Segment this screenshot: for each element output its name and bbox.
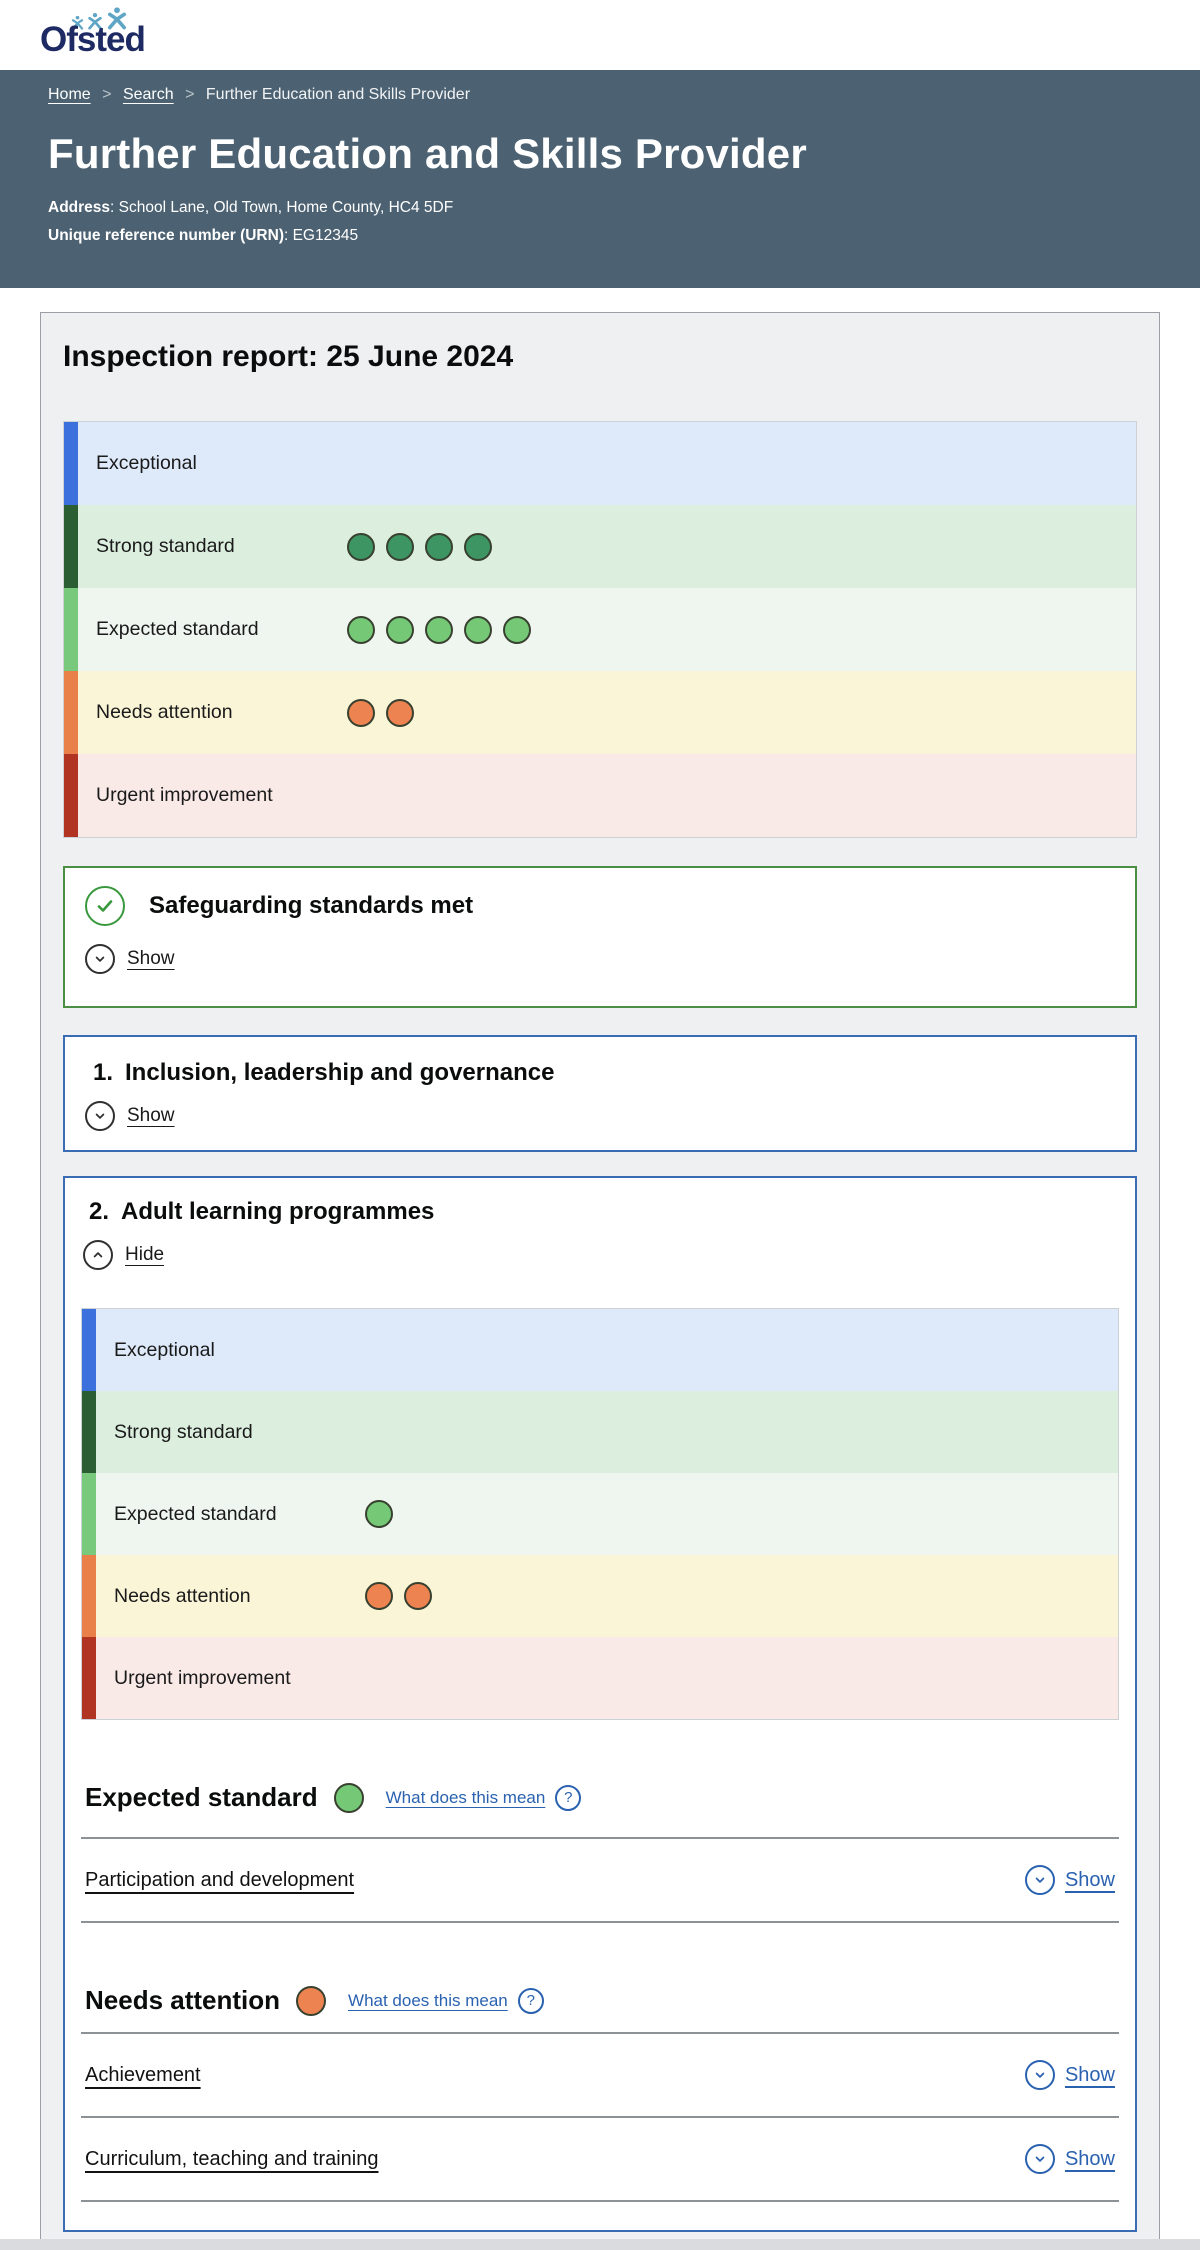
rating-label: Urgent improvement [96, 784, 273, 806]
rating-row-exceptional: Exceptional [64, 422, 1136, 505]
section-number: 2. [89, 1198, 110, 1225]
judgement-link-curriculum[interactable]: Curriculum, teaching and training [85, 2147, 379, 2170]
report-heading: Inspection report: 25 June 2024 [63, 340, 514, 373]
breadcrumb-separator: > [102, 86, 112, 103]
breadcrumb-current: Further Education and Skills Provider [205, 86, 471, 103]
grade-name: Needs attention [85, 1985, 281, 2015]
urn-line: Unique reference number (URN): EG12345 [48, 227, 1200, 245]
rating-row-strong-standard: Strong standard [64, 505, 1136, 588]
question-mark-icon: ? [555, 1784, 582, 1811]
rating-row-needs-attention: Needs attention [64, 671, 1136, 754]
judgement-link-participation[interactable]: Participation and development [85, 1868, 355, 1891]
what-does-this-mean-link[interactable]: What does this mean ? [348, 1987, 544, 2014]
section-2-rating-scale: Exceptional Strong standard Expected sta… [81, 1308, 1119, 1720]
rating-label: Strong standard [114, 1420, 253, 1443]
grade-name: Expected standard [85, 1782, 318, 1812]
what-does-this-mean-link[interactable]: What does this mean ? [385, 1784, 582, 1811]
rating-row-needs-attention: Needs attention [82, 1555, 1118, 1637]
check-circle-icon [85, 886, 125, 926]
safeguarding-title-row: Safeguarding standards met [85, 886, 1115, 926]
section-2-title-row: 2. Adult learning programmes [89, 1198, 1119, 1226]
rating-row-strong-standard: Strong standard [82, 1391, 1118, 1473]
section-title: Adult learning programmes [121, 1198, 435, 1225]
question-mark-icon: ? [517, 1987, 544, 2014]
chevron-down-icon [85, 1101, 115, 1131]
rating-label: Needs attention [114, 1584, 251, 1607]
toggle-label: Show [1064, 1868, 1115, 1891]
rating-dots [347, 615, 531, 644]
overall-rating-scale: Exceptional Strong standard Expected sta… [63, 421, 1137, 838]
rating-label: Exceptional [96, 452, 197, 474]
rating-label: Exceptional [114, 1338, 215, 1361]
section-number: 1. [93, 1059, 114, 1086]
ofsted-logo-text: Ofsted [40, 20, 146, 59]
grade-heading-needs-attention: Needs attention What does this mean ? [85, 1985, 1115, 2016]
breadcrumb: Home > Search > Further Education and Sk… [48, 86, 1200, 104]
help-link-label: What does this mean [348, 1990, 508, 2010]
viewport-bottom-strip [0, 2239, 1200, 2250]
safeguarding-title: Safeguarding standards met [149, 892, 474, 919]
section-2-box: 2. Adult learning programmes Hide Except… [63, 1176, 1137, 2232]
address-value: : School Lane, Old Town, Home County, HC… [110, 199, 454, 216]
chevron-up-icon [83, 1240, 113, 1270]
rating-row-expected-standard: Expected standard [82, 1473, 1118, 1555]
chevron-down-icon [1024, 1865, 1055, 1895]
urn-label: Unique reference number (URN) [48, 227, 284, 244]
section-title: Inclusion, leadership and governance [125, 1059, 555, 1086]
address-label: Address [48, 199, 111, 216]
judgement-row: Participation and development Show [81, 1839, 1119, 1923]
toggle-label: Show [1064, 2147, 1115, 2170]
rating-dots [365, 1500, 393, 1528]
breadcrumb-search-link[interactable]: Search [122, 86, 174, 103]
toggle-label: Hide [125, 1244, 165, 1265]
expected-standard-list: Participation and development Show [81, 1837, 1119, 1923]
judgement-row: Curriculum, teaching and training Show [81, 2118, 1119, 2202]
rating-row-urgent-improvement: Urgent improvement [82, 1637, 1118, 1719]
toggle-label: Show [127, 1105, 175, 1126]
rating-label: Urgent improvement [114, 1666, 291, 1689]
address-line: Address: School Lane, Old Town, Home Cou… [48, 199, 1200, 217]
toggle-label: Show [127, 948, 175, 969]
grade-heading-expected-standard: Expected standard What does this mean ? [85, 1782, 1115, 1813]
section-1-show-toggle[interactable]: Show [85, 1101, 175, 1131]
achievement-show-toggle[interactable]: Show [1024, 2060, 1115, 2090]
rating-row-exceptional: Exceptional [82, 1309, 1118, 1391]
rating-label: Needs attention [96, 701, 233, 723]
safeguarding-box: Safeguarding standards met Show [63, 866, 1137, 1008]
rating-label: Strong standard [96, 535, 235, 557]
page-title: Further Education and Skills Provider [48, 130, 807, 177]
judgement-row: Achievement Show [81, 2034, 1119, 2118]
rating-label: Expected standard [96, 618, 259, 640]
toggle-label: Show [1064, 2063, 1115, 2086]
section-1-title-row: 1. Inclusion, leadership and governance [93, 1059, 1115, 1087]
top-bar: Ofsted [0, 0, 1200, 70]
rating-dots [347, 532, 492, 561]
section-1-box: 1. Inclusion, leadership and governance … [63, 1035, 1137, 1152]
chevron-down-icon [1024, 2060, 1055, 2090]
rating-row-expected-standard: Expected standard [64, 588, 1136, 671]
grade-dot [333, 1782, 364, 1813]
rating-dots [365, 1582, 432, 1610]
page-header: Home > Search > Further Education and Sk… [0, 70, 1200, 288]
needs-attention-list: Achievement Show Curriculum, teaching an… [81, 2032, 1119, 2202]
help-link-label: What does this mean [385, 1787, 546, 1807]
chevron-down-icon [1024, 2144, 1055, 2174]
rating-row-urgent-improvement: Urgent improvement [64, 754, 1136, 837]
section-2-hide-toggle[interactable]: Hide [83, 1240, 164, 1270]
breadcrumb-home-link[interactable]: Home [48, 86, 91, 103]
breadcrumb-separator: > [185, 86, 195, 103]
grade-dot [296, 1985, 327, 2016]
ofsted-logo-figures-icon [70, 6, 129, 30]
participation-show-toggle[interactable]: Show [1024, 1865, 1115, 1895]
judgement-link-achievement[interactable]: Achievement [85, 2063, 201, 2086]
curriculum-show-toggle[interactable]: Show [1024, 2144, 1115, 2174]
inspection-report-card: Inspection report: 25 June 2024 Exceptio… [40, 312, 1160, 2250]
rating-dots [347, 698, 414, 727]
rating-label: Expected standard [114, 1502, 277, 1525]
urn-value: : EG12345 [283, 227, 359, 244]
chevron-down-icon [85, 944, 115, 974]
ofsted-logo[interactable]: Ofsted [40, 4, 170, 68]
safeguarding-show-toggle[interactable]: Show [85, 944, 175, 974]
